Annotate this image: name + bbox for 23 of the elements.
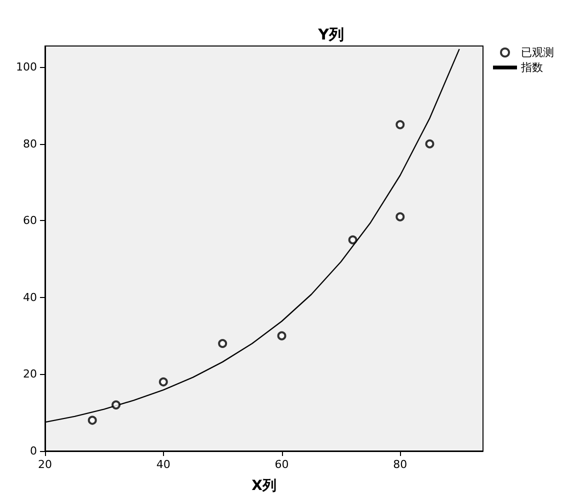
x-tick-label: 20	[38, 458, 52, 471]
point	[158, 377, 168, 386]
point	[88, 416, 97, 425]
x-tick-label: 80	[393, 458, 408, 471]
y-tick-label: 80	[23, 137, 37, 150]
point	[348, 235, 358, 244]
point	[425, 139, 434, 148]
y-tick-label: 60	[23, 214, 37, 228]
point	[396, 212, 405, 222]
point	[277, 331, 286, 340]
x-tick-label: 60	[274, 458, 289, 471]
legend-label: 已观测	[521, 46, 554, 59]
point	[112, 400, 121, 410]
x-tick-label: 40	[156, 458, 170, 471]
y-tick-label: 0	[30, 444, 37, 458]
x-axis-title: X列	[252, 478, 276, 494]
point	[218, 339, 228, 348]
y-tick-label: 100	[16, 60, 37, 74]
chart-title: Y列	[317, 26, 344, 44]
legend-label: 指数	[520, 61, 543, 74]
y-tick-label: 20	[23, 368, 37, 381]
point	[396, 120, 405, 130]
y-tick-label: 40	[23, 290, 37, 304]
